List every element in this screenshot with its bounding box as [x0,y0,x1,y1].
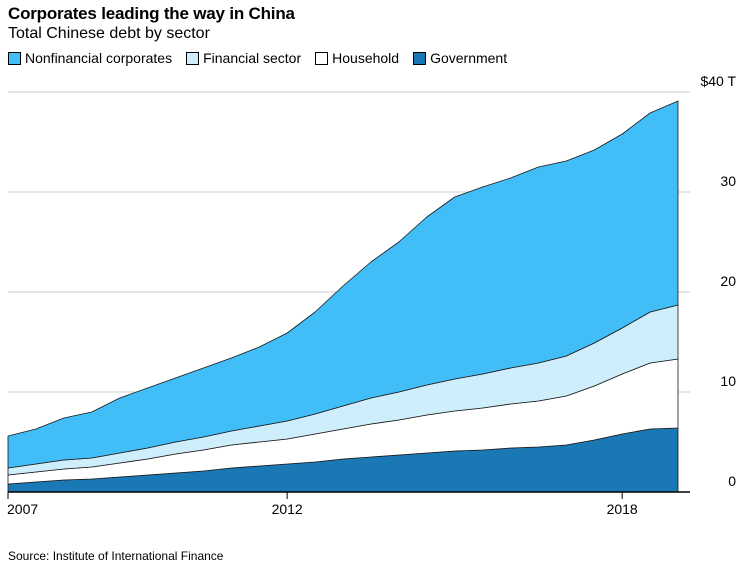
y-tick-labels: 0 10 20 30 $40 T [700,73,736,489]
area-chart: 0 10 20 30 $40 T 2007 2012 2018 [7,73,736,517]
legend: Nonfinancial corporates Financial sector… [8,50,521,66]
legend-label-financial: Financial sector [203,50,302,66]
y-tick-label-0: 0 [728,473,736,489]
legend-swatch-nonfinancial [8,51,21,65]
x-tick-label-2018: 2018 [607,501,638,517]
x-tick-label-2012: 2012 [272,501,303,517]
legend-item-nonfinancial: Nonfinancial corporates [8,50,172,66]
y-tick-label-20: 20 [720,273,736,289]
legend-label-government: Government [430,50,508,66]
x-tick-labels: 2007 2012 2018 [7,492,638,517]
legend-item-household: Household [315,50,399,66]
legend-item-financial: Financial sector [186,50,301,66]
legend-label-nonfinancial: Nonfinancial corporates [25,50,173,66]
legend-item-government: Government [413,50,507,66]
chart-title: Corporates leading the way in China [8,4,295,23]
legend-label-household: Household [332,50,400,66]
area-nonfinancial-corporates [7,100,679,469]
x-tick-label-2007: 2007 [7,501,38,517]
y-tick-label-10: 10 [720,373,736,389]
y-tick-label-30: 30 [720,173,736,189]
chart-subtitle: Total Chinese debt by sector [8,25,210,42]
source-note: Source: Institute of International Finan… [8,549,224,563]
stacked-areas [7,100,679,493]
legend-swatch-government [413,51,427,65]
y-tick-label-40: $40 T [700,73,736,89]
legend-swatch-financial [186,51,200,65]
legend-swatch-household [315,51,329,65]
